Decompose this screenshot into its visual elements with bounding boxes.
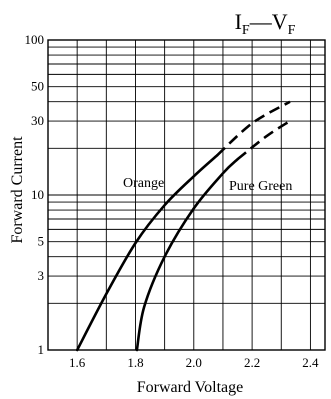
grid xyxy=(47,39,326,351)
y-tick-label: 100 xyxy=(25,32,45,47)
y-tick-label: 3 xyxy=(38,268,45,283)
y-tick-label: 50 xyxy=(31,79,44,94)
series-label-orange: Orange xyxy=(123,176,164,191)
series-line-pure-green xyxy=(135,158,239,352)
x-tick-label: 2.2 xyxy=(244,355,260,370)
curves xyxy=(75,100,291,352)
series-line-orange-dashed xyxy=(216,100,291,157)
series-label-pure-green: Pure Green xyxy=(229,179,292,194)
plot-frame xyxy=(47,39,326,351)
y-tick-label: 30 xyxy=(31,113,44,128)
series-line-orange xyxy=(75,154,219,352)
x-axis-title: Forward Voltage xyxy=(137,379,244,396)
y-axis-title: Forward Current xyxy=(9,136,26,244)
x-tick-label: 1.6 xyxy=(69,355,86,370)
y-tick-label: 1 xyxy=(38,342,45,357)
tick-labels: 1.6 1.8 2.0 2.2 2.4 1 3 5 10 30 50 100 xyxy=(25,32,320,370)
y-tick-label: 10 xyxy=(31,187,44,202)
y-tick-label: 5 xyxy=(38,234,45,249)
chart-title: IF—VF xyxy=(235,9,296,38)
x-tick-label: 2.0 xyxy=(186,355,202,370)
x-tick-label: 2.4 xyxy=(302,355,319,370)
series-line-pure-green-dashed xyxy=(236,119,291,161)
x-tick-label: 1.8 xyxy=(127,355,143,370)
